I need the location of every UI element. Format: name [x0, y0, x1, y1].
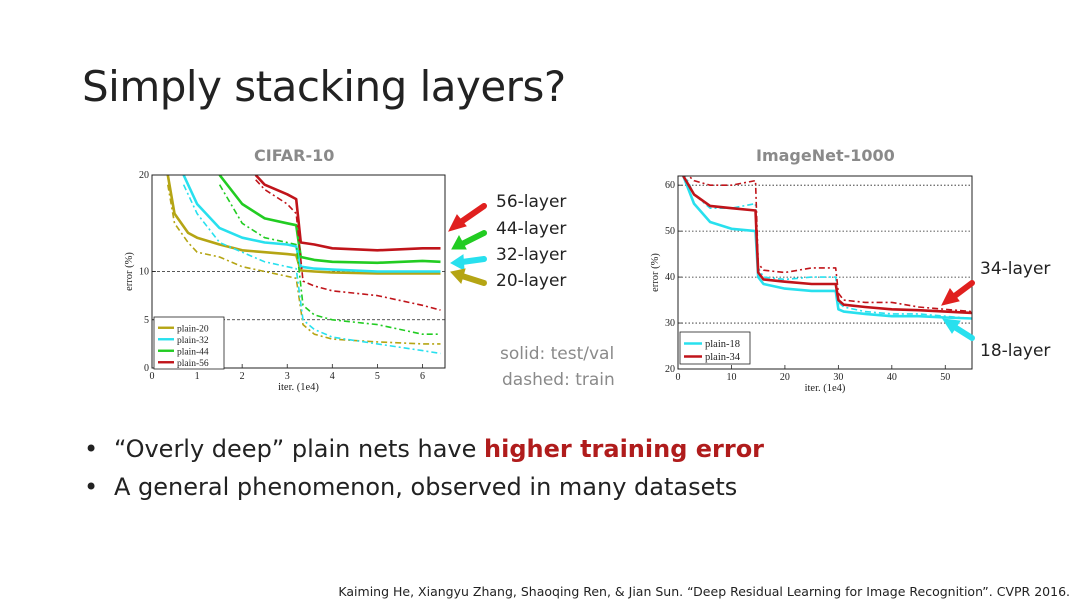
legend-frame — [153, 316, 225, 370]
bullet-item: A general phenomenon, observed in many d… — [82, 468, 764, 506]
series-line-plain-20-solid — [166, 175, 441, 275]
x-tick-label: 0 — [676, 372, 681, 383]
annotation-56-layer: 56-layer — [496, 192, 567, 212]
y-tick-label: 30 — [665, 318, 675, 329]
series-line-plain-44-dashed — [218, 184, 441, 335]
y-axis-label: error (%) — [124, 252, 135, 291]
imagenet-chart: 0 10 20 30 40 50 20 30 40 50 60 iter. (1e4) error (%… — [650, 175, 973, 394]
series-line-plain-44-solid — [218, 175, 441, 265]
x-tick-label: 2 — [240, 371, 245, 382]
annotation-34-layer: 34-layer — [980, 259, 1051, 279]
y-tick-label: 50 — [665, 226, 675, 237]
cifar-chart: 0 1 2 3 4 5 6 0 5 10 20 iter. (1e4) error (%) plain-2… — [124, 170, 446, 393]
annotation-20-layer: 20-layer — [496, 271, 567, 291]
legend-label: plain-44 — [177, 347, 209, 357]
legend-label: plain-20 — [177, 324, 209, 334]
x-tick-label: 10 — [726, 372, 736, 383]
y-tick-label: 0 — [144, 363, 149, 374]
series-line-plain-34-dashed — [687, 176, 972, 313]
series-line-plain-18-dashed — [684, 176, 972, 320]
x-tick-label: 1 — [195, 371, 200, 382]
y-tick-label: 10 — [139, 267, 149, 278]
x-tick-label: 50 — [940, 372, 950, 383]
series-line-plain-56-solid — [254, 175, 441, 252]
cifar-chart-title: CIFAR-10 — [254, 146, 335, 165]
x-tick-label: 30 — [833, 372, 843, 383]
citation: Kaiming He, Xiangyu Zhang, Shaoqing Ren,… — [338, 584, 1070, 599]
solid-line-note: solid: test/val — [500, 344, 615, 364]
y-tick-label: 40 — [665, 272, 675, 283]
y-tick-label: 20 — [665, 364, 675, 375]
x-tick-label: 3 — [285, 371, 290, 382]
y-tick-label: 60 — [665, 180, 675, 191]
x-tick-label: 6 — [420, 371, 425, 382]
bullet-emphasis: higher training error — [484, 435, 765, 463]
series-line-plain-32-dashed — [182, 184, 441, 355]
x-tick-label: 20 — [780, 372, 790, 383]
y-tick-label: 5 — [144, 315, 149, 326]
plot-frame — [677, 175, 973, 370]
x-tick-label: 4 — [330, 371, 335, 382]
x-axis-label: iter. (1e4) — [805, 383, 846, 394]
y-axis-label: error (%) — [650, 253, 661, 292]
series-line-plain-34-solid — [682, 176, 972, 315]
annotation-32-layer: 32-layer — [496, 245, 567, 265]
x-axis-label: iter. (1e4) — [278, 382, 319, 393]
imagenet-chart-title: ImageNet-1000 — [756, 146, 895, 165]
bullet-list: “Overly deep” plain nets have higher tra… — [82, 430, 764, 506]
annotation-44-layer: 44-layer — [496, 219, 567, 239]
series-line-plain-18-solid — [682, 176, 972, 320]
bullet-text: “Overly deep” plain nets have — [114, 435, 485, 463]
slide-title: Simply stacking layers? — [82, 62, 566, 111]
legend-label: plain-32 — [177, 336, 209, 346]
series-line-plain-56-dashed — [255, 179, 441, 311]
series-group — [166, 175, 441, 355]
x-tick-label: 40 — [887, 372, 897, 383]
dashed-line-note: dashed: train — [502, 370, 615, 390]
annotation-18-layer: 18-layer — [980, 341, 1051, 361]
y-tick-label: 20 — [139, 170, 149, 181]
legend-label: plain-56 — [177, 359, 209, 369]
bullet-item: “Overly deep” plain nets have higher tra… — [82, 430, 764, 468]
legend-label: plain-18 — [705, 339, 740, 350]
bullet-text: A general phenomenon, observed in many d… — [114, 473, 738, 501]
x-tick-label: 5 — [375, 371, 380, 382]
series-line-plain-32-solid — [182, 175, 441, 273]
legend-label: plain-34 — [705, 352, 741, 363]
legend: plain-18 plain-34 — [679, 331, 751, 365]
x-tick-label: 0 — [150, 371, 155, 382]
series-group — [682, 176, 972, 320]
legend-frame — [679, 331, 751, 365]
